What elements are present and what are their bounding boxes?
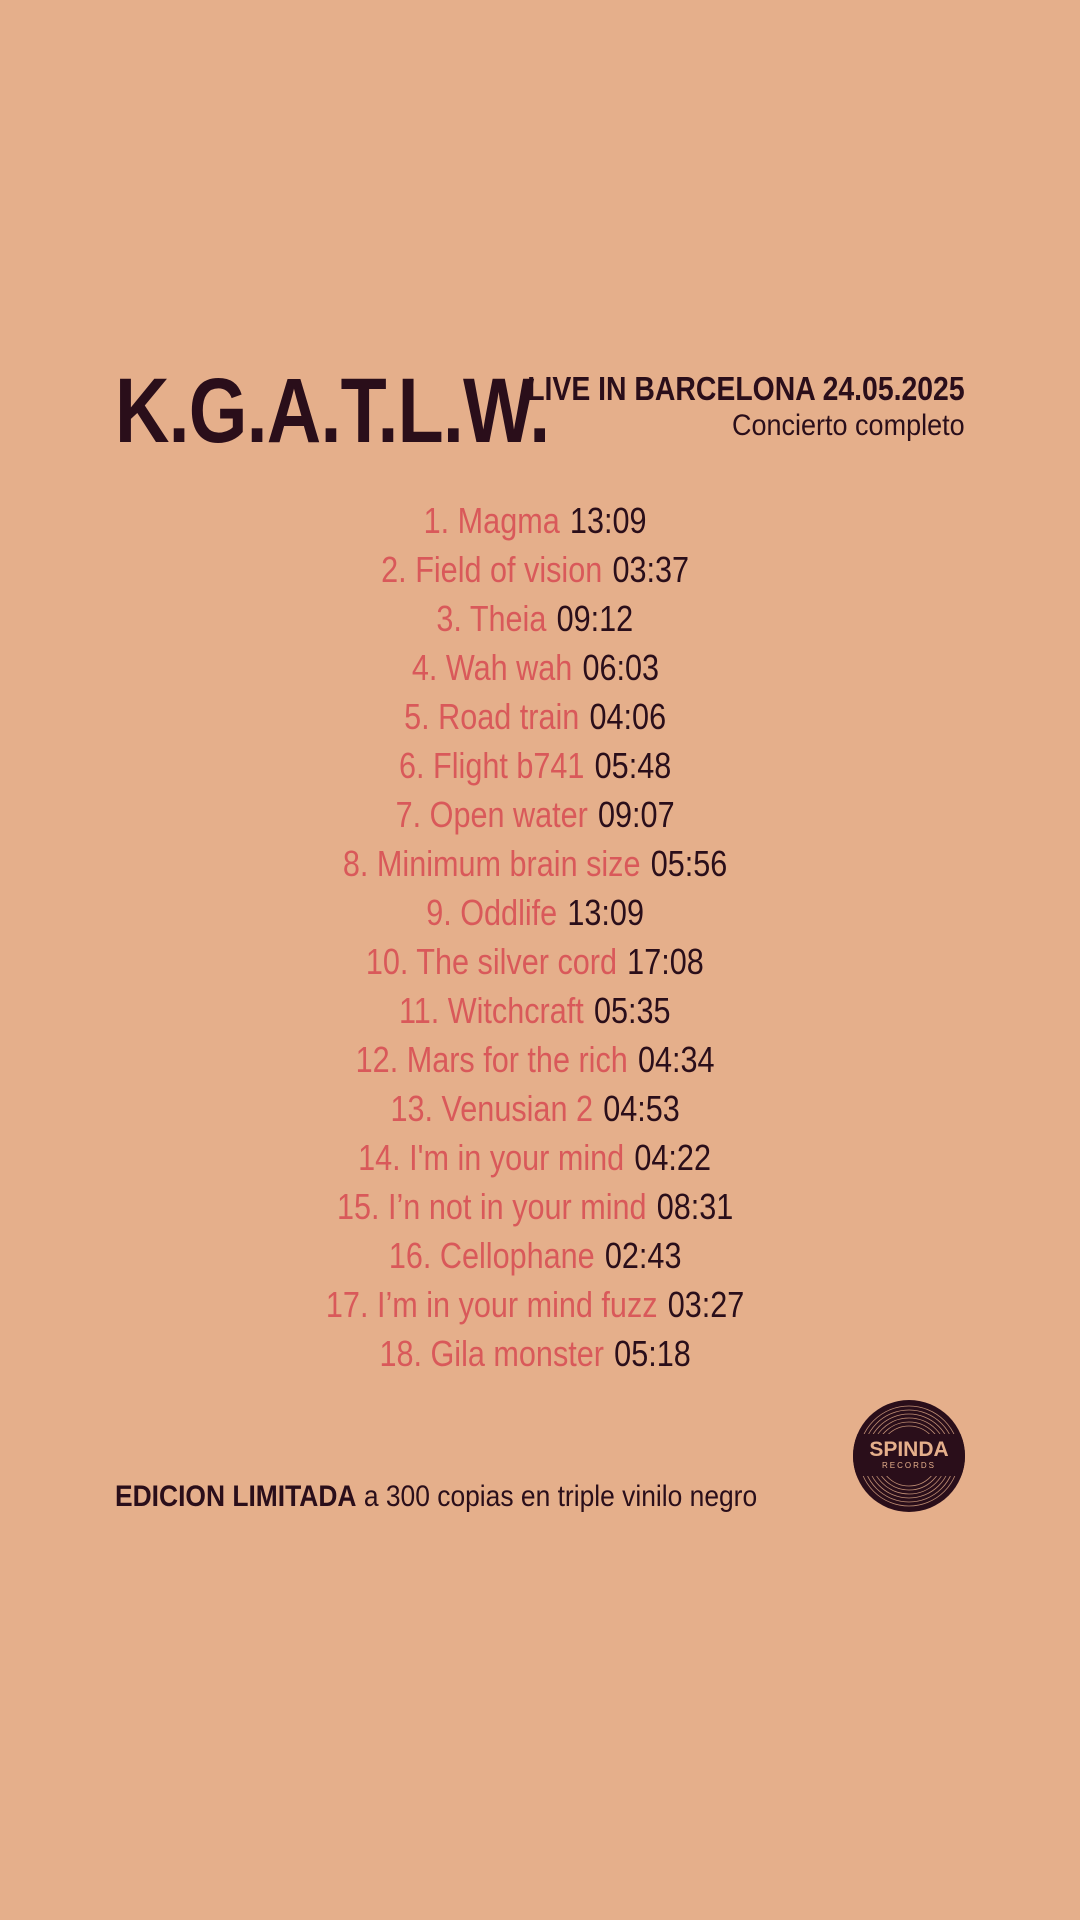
edition-text: a 300 copias en triple vinilo negro [356,1480,758,1513]
track-duration: 17:08 [627,941,704,982]
track-name: 5. Road train [404,696,580,737]
track-duration: 04:22 [634,1137,712,1178]
track-name: 12. Mars for the rich [355,1039,628,1080]
track-duration: 05:35 [594,990,671,1031]
track-name: 17. I’m in your mind fuzz [325,1284,658,1325]
track-duration: 08:31 [656,1186,734,1227]
track-name: 6. Flight b741 [398,745,585,786]
track-row: 15. I’n not in your mind 08:31 [0,1182,1070,1231]
track-name: 4. Wah wah [411,647,572,688]
track-row: 18. Gila monster 05:18 [0,1329,1070,1378]
track-row: 10. The silver cord 17:08 [0,937,1070,986]
logo-name: SPINDA [869,1438,949,1461]
track-duration: 04:34 [637,1039,715,1080]
track-name: 2. Field of vision [381,549,603,590]
event-info: LIVE IN BARCELONA 24.05.2025 Concierto c… [456,370,965,444]
track-row: 9. Oddlife 13:09 [0,888,1070,937]
spinda-records-logo: SPINDA RECORDS [853,1400,965,1512]
track-row: 7. Open water 09:07 [0,790,1070,839]
event-title: LIVE IN BARCELONA 24.05.2025 [527,370,965,407]
track-name: 16. Cellophane [388,1235,595,1276]
edition-note: EDICION LIMITADA a 300 copias en triple … [115,1480,757,1514]
track-row: 6. Flight b741 05:48 [0,741,1070,790]
track-duration: 13:09 [567,892,644,933]
track-name: 15. I’n not in your mind [336,1186,647,1227]
track-duration: 03:37 [612,549,689,590]
logo-sub: RECORDS [881,1461,936,1470]
track-duration: 02:43 [604,1235,682,1276]
track-duration: 09:12 [556,598,634,639]
track-duration: 04:06 [589,696,666,737]
track-duration: 06:03 [582,647,659,688]
track-row: 2. Field of vision 03:37 [0,545,1070,594]
track-row: 12. Mars for the rich 04:34 [0,1035,1070,1084]
track-duration: 05:18 [614,1333,691,1374]
edition-bold: EDICION LIMITADA [115,1480,357,1513]
track-row: 17. I’m in your mind fuzz 03:27 [0,1280,1070,1329]
track-name: 7. Open water [395,794,588,835]
track-duration: 04:53 [603,1088,680,1129]
track-row: 1. Magma 13:09 [0,496,1070,545]
tracklist: 1. Magma 13:09 2. Field of vision 03:37 3. T… [0,496,1070,1378]
track-name: 11. Witchcraft [399,990,584,1031]
track-row: 13. Venusian 2 04:53 [0,1084,1070,1133]
track-row: 5. Road train 04:06 [0,692,1070,741]
track-row: 16. Cellophane 02:43 [0,1231,1070,1280]
track-name: 10. The silver cord [366,941,618,982]
track-row: 4. Wah wah 06:03 [0,643,1070,692]
track-row: 3. Theia 09:12 [0,594,1070,643]
track-name: 18. Gila monster [379,1333,604,1374]
track-duration: 03:27 [667,1284,745,1325]
track-name: 8. Minimum brain size [342,843,641,884]
vinyl-record-icon [853,1405,965,1507]
track-duration: 05:48 [594,745,672,786]
track-duration: 05:56 [650,843,728,884]
track-name: 1. Magma [423,500,560,541]
track-duration: 09:07 [597,794,675,835]
band-title: K.G.A.T.L.W. [115,360,550,462]
event-subtitle: Concierto completo [732,409,965,442]
track-name: 13. Venusian 2 [390,1088,593,1129]
track-name: 14. I'm in your mind [358,1137,625,1178]
track-name: 3. Theia [436,598,547,639]
track-name: 9. Oddlife [426,892,558,933]
track-row: 8. Minimum brain size 05:56 [0,839,1070,888]
track-row: 14. I'm in your mind 04:22 [0,1133,1070,1182]
track-duration: 13:09 [569,500,647,541]
track-row: 11. Witchcraft 05:35 [0,986,1070,1035]
